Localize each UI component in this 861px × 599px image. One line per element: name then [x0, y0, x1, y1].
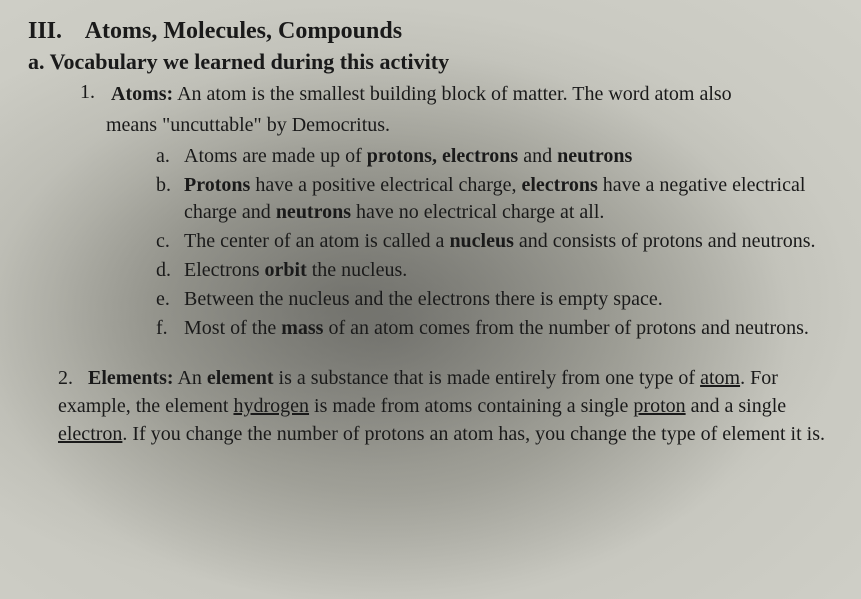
roman-numeral: III.: [28, 18, 62, 44]
text: the nucleus.: [307, 259, 408, 281]
text: have a positive electrical charge,: [250, 174, 521, 196]
def-continuation: means "uncuttable" by Democritus.: [106, 112, 833, 139]
sub-item-e: e. Between the nucleus and the electrons…: [156, 286, 833, 313]
subsection-letter: a.: [28, 49, 45, 74]
text: and consists of protons and neutrons.: [514, 230, 816, 252]
text: is a substance that is made entirely fro…: [274, 367, 701, 389]
sub-list: a. Atoms are made up of protons, electro…: [156, 143, 833, 342]
sub-letter: c.: [156, 228, 184, 255]
text: Atoms are made up of: [184, 145, 367, 167]
underline-text: hydrogen: [233, 395, 309, 417]
text: An: [174, 367, 207, 389]
text: Most of the: [184, 317, 281, 339]
text: . If you change the number of protons an…: [122, 423, 825, 445]
bold-text: protons, electrons: [367, 145, 518, 167]
bold-text: nucleus: [449, 230, 513, 252]
text: is made from atoms containing a single: [309, 395, 633, 417]
underline-text: atom: [700, 367, 740, 389]
sub-item-f: f. Most of the mass of an atom comes fro…: [156, 315, 833, 342]
text: have no electrical charge at all.: [351, 201, 604, 223]
subsection-heading: a. Vocabulary we learned during this act…: [28, 49, 833, 75]
text: and a single: [686, 395, 787, 417]
bold-text: Protons: [184, 174, 250, 196]
bold-text: neutrons: [276, 201, 351, 223]
sub-item-a: a. Atoms are made up of protons, electro…: [156, 143, 833, 170]
sub-letter: f.: [156, 315, 184, 342]
bold-text: neutrons: [557, 145, 632, 167]
sub-letter: e.: [156, 286, 184, 313]
section-heading: III. Atoms, Molecules, Compounds: [28, 18, 833, 45]
bold-text: element: [207, 367, 274, 389]
list-item-2: 2. Elements: An element is a substance t…: [58, 364, 833, 448]
sub-item-c: c. The center of an atom is called a nuc…: [156, 228, 833, 255]
underline-text: electron: [58, 423, 122, 445]
item-number: 1.: [80, 81, 95, 104]
text: The center of an atom is called a: [184, 230, 449, 252]
sub-item-d: d. Electrons orbit the nucleus.: [156, 257, 833, 284]
sub-letter: b.: [156, 172, 184, 226]
text: Electrons: [184, 259, 265, 281]
text: Between the nucleus and the electrons th…: [184, 288, 663, 310]
bold-text: orbit: [265, 259, 307, 281]
sub-letter: a.: [156, 143, 184, 170]
list-item-1: 1. Atoms: An atom is the smallest buildi…: [80, 81, 833, 108]
def-text: An atom is the smallest building block o…: [173, 83, 731, 105]
bold-text: electrons: [521, 174, 597, 196]
term-elements: Elements:: [88, 367, 174, 389]
term-atoms: Atoms:: [111, 83, 173, 105]
item-number: 2.: [58, 367, 73, 389]
bold-text: mass: [281, 317, 323, 339]
text: of an atom comes from the number of prot…: [323, 317, 808, 339]
underline-text: proton: [633, 395, 685, 417]
subsection-title: Vocabulary we learned during this activi…: [50, 49, 449, 74]
sub-letter: d.: [156, 257, 184, 284]
section-title: Atoms, Molecules, Compounds: [85, 18, 402, 44]
sub-item-b: b. Protons have a positive electrical ch…: [156, 172, 833, 226]
text: and: [518, 145, 557, 167]
